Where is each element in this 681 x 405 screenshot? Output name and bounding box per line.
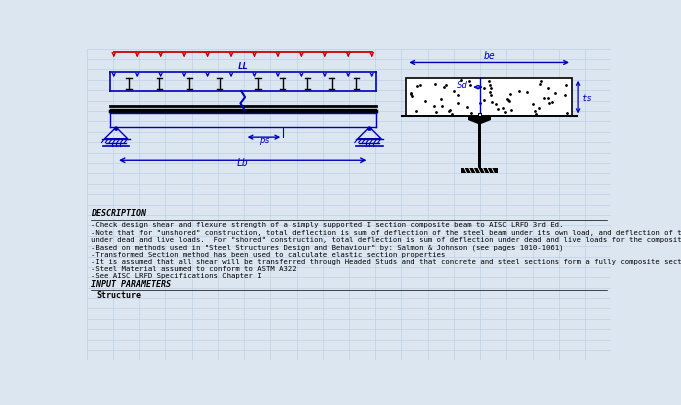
Text: -Steel Material assumed to conform to ASTM A322: -Steel Material assumed to conform to AS… (91, 266, 296, 272)
Point (530, 108, 541, 115)
Point (466, 109, 477, 116)
Bar (468, 116, 491, 120)
Polygon shape (481, 120, 491, 124)
Bar (478, 116, 481, 168)
Point (444, 107, 455, 114)
Point (406, 91, 417, 97)
Point (463, 78, 474, 84)
Point (490, 100, 501, 107)
Text: Lb: Lb (237, 158, 249, 168)
Text: -Based on methods used in "Steel Structures Design and Behaviour" by: Salmon & J: -Based on methods used in "Steel Structu… (91, 244, 563, 251)
Text: Sd: Sd (456, 81, 467, 90)
Polygon shape (468, 120, 478, 124)
Text: under dead and live loads.  For "shored" construction, total deflection is sum o: under dead and live loads. For "shored" … (91, 237, 681, 243)
Point (456, 77, 466, 83)
Point (542, 95, 553, 101)
Point (429, 81, 440, 87)
Point (435, 96, 446, 102)
Point (546, 99, 557, 106)
Point (506, 107, 517, 114)
Point (464, 82, 475, 88)
Point (437, 103, 447, 109)
Point (527, 100, 538, 107)
Text: -Transformed Section method has been used to calculate elastic section propertie: -Transformed Section method has been use… (91, 252, 445, 258)
Text: -Check design shear and flexure strength of a simply supported I section composi: -Check design shear and flexure strength… (91, 222, 563, 228)
Point (503, 98, 514, 104)
Point (522, 89, 533, 95)
Point (452, 92, 463, 99)
Point (478, 97, 489, 103)
Text: ps: ps (259, 136, 269, 145)
Bar (461, 168, 498, 173)
Point (514, 88, 525, 95)
Bar (478, 113, 481, 116)
Point (535, 80, 545, 87)
Point (504, 91, 515, 98)
Point (499, 109, 510, 115)
Point (439, 83, 449, 90)
Point (475, 100, 486, 107)
Point (430, 109, 441, 115)
Point (479, 84, 490, 91)
Text: ts: ts (581, 94, 592, 103)
Point (485, 89, 496, 96)
Point (559, 92, 570, 98)
Point (539, 95, 550, 102)
Circle shape (368, 127, 371, 130)
Text: be: be (484, 51, 495, 61)
Point (543, 100, 554, 106)
Point (484, 78, 494, 85)
Point (486, 99, 497, 106)
Point (407, 93, 417, 100)
Point (445, 107, 456, 114)
Text: -It is assumed that all shear will be transferred through Headed Studs and that : -It is assumed that all shear will be tr… (91, 259, 681, 265)
Point (486, 92, 496, 98)
Point (534, 105, 545, 111)
Point (486, 85, 497, 92)
Point (412, 83, 423, 90)
Text: LL: LL (238, 62, 248, 70)
Text: -See AISC LRFD Specifications Chapter I: -See AISC LRFD Specifications Chapter I (91, 273, 262, 279)
Point (484, 81, 495, 88)
Text: INPUT PARAMETERS: INPUT PARAMETERS (91, 280, 171, 289)
Point (405, 90, 416, 96)
Text: -Note that for "unshored" construction, total deflection is sum of deflection of: -Note that for "unshored" construction, … (91, 230, 681, 236)
Point (503, 97, 514, 103)
Point (492, 106, 503, 113)
Point (411, 108, 422, 114)
Point (530, 111, 541, 117)
Point (462, 103, 473, 110)
Point (501, 96, 512, 102)
Point (453, 100, 464, 107)
Text: DESCRIPTION: DESCRIPTION (91, 209, 146, 218)
Point (536, 78, 547, 85)
Circle shape (114, 127, 118, 130)
Point (419, 97, 430, 104)
Bar (407, 78, 572, 116)
Point (562, 110, 573, 116)
Point (428, 103, 439, 109)
Point (498, 105, 509, 112)
Point (561, 82, 572, 88)
Point (414, 82, 425, 89)
Text: Structure: Structure (96, 291, 141, 300)
Point (441, 82, 452, 89)
Point (449, 87, 460, 94)
Point (550, 90, 560, 96)
Point (447, 111, 458, 117)
Point (543, 85, 554, 92)
